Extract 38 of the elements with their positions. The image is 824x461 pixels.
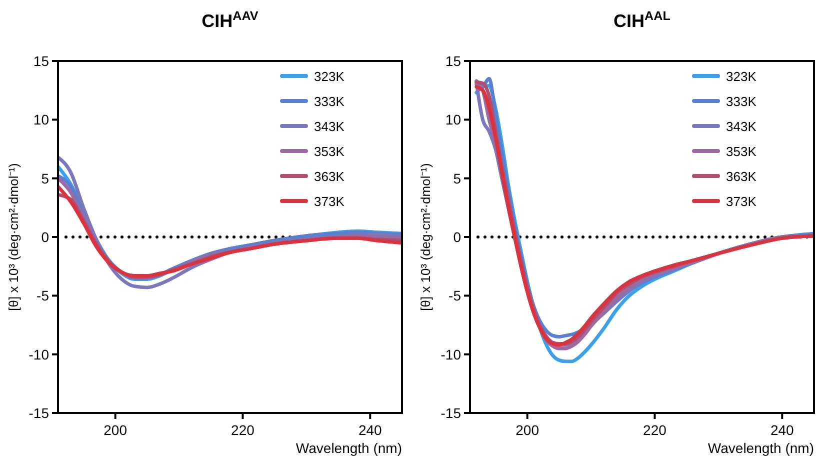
chart-title: CIH$^{AAV}$	[202, 9, 259, 31]
legend-label: 353K	[726, 144, 757, 159]
chart-title: CIH$^{AAL}$	[614, 9, 671, 31]
x-tick-label: 220	[643, 422, 667, 438]
legend-label: 333K	[314, 94, 345, 109]
y-tick-label: 15	[445, 53, 462, 69]
legend-label: 363K	[314, 169, 345, 184]
y-tick-label: 5	[41, 170, 50, 186]
y-tick-label: 5	[453, 170, 462, 186]
y-axis-title: [θ] x 10³ (deg·cm²·dmol⁻¹)	[418, 163, 433, 311]
legend-label: 373K	[314, 194, 345, 209]
x-tick-label: 200	[104, 422, 128, 438]
x-tick-label: 200	[516, 422, 540, 438]
legend-label: 323K	[726, 69, 757, 84]
y-axis-title: [θ] x 10³ (deg·cm²·dmol⁻¹)	[6, 163, 21, 311]
legend-label: 323K	[314, 69, 345, 84]
legend-label: 373K	[726, 194, 757, 209]
y-tick-label: 0	[453, 229, 462, 245]
x-axis-title: Wavelength (nm)	[296, 440, 402, 456]
y-tick-label: -5	[36, 288, 50, 304]
y-tick-label: -15	[440, 405, 462, 421]
y-tick-label: 0	[41, 229, 50, 245]
y-tick-label: -15	[28, 405, 50, 421]
y-tick-label: -10	[28, 346, 50, 362]
y-tick-label: 10	[33, 112, 50, 128]
legend-label: 363K	[726, 169, 757, 184]
legend-label: 343K	[726, 119, 757, 134]
y-tick-label: 15	[33, 53, 50, 69]
y-tick-label: -10	[440, 346, 462, 362]
x-tick-label: 240	[358, 422, 382, 438]
x-tick-label: 240	[770, 422, 794, 438]
x-tick-label: 220	[231, 422, 255, 438]
x-axis-title: Wavelength (nm)	[708, 440, 814, 456]
y-tick-label: 10	[445, 112, 462, 128]
y-tick-label: -5	[448, 288, 462, 304]
legend-label: 353K	[314, 144, 345, 159]
legend-label: 333K	[726, 94, 757, 109]
legend-label: 343K	[314, 119, 345, 134]
